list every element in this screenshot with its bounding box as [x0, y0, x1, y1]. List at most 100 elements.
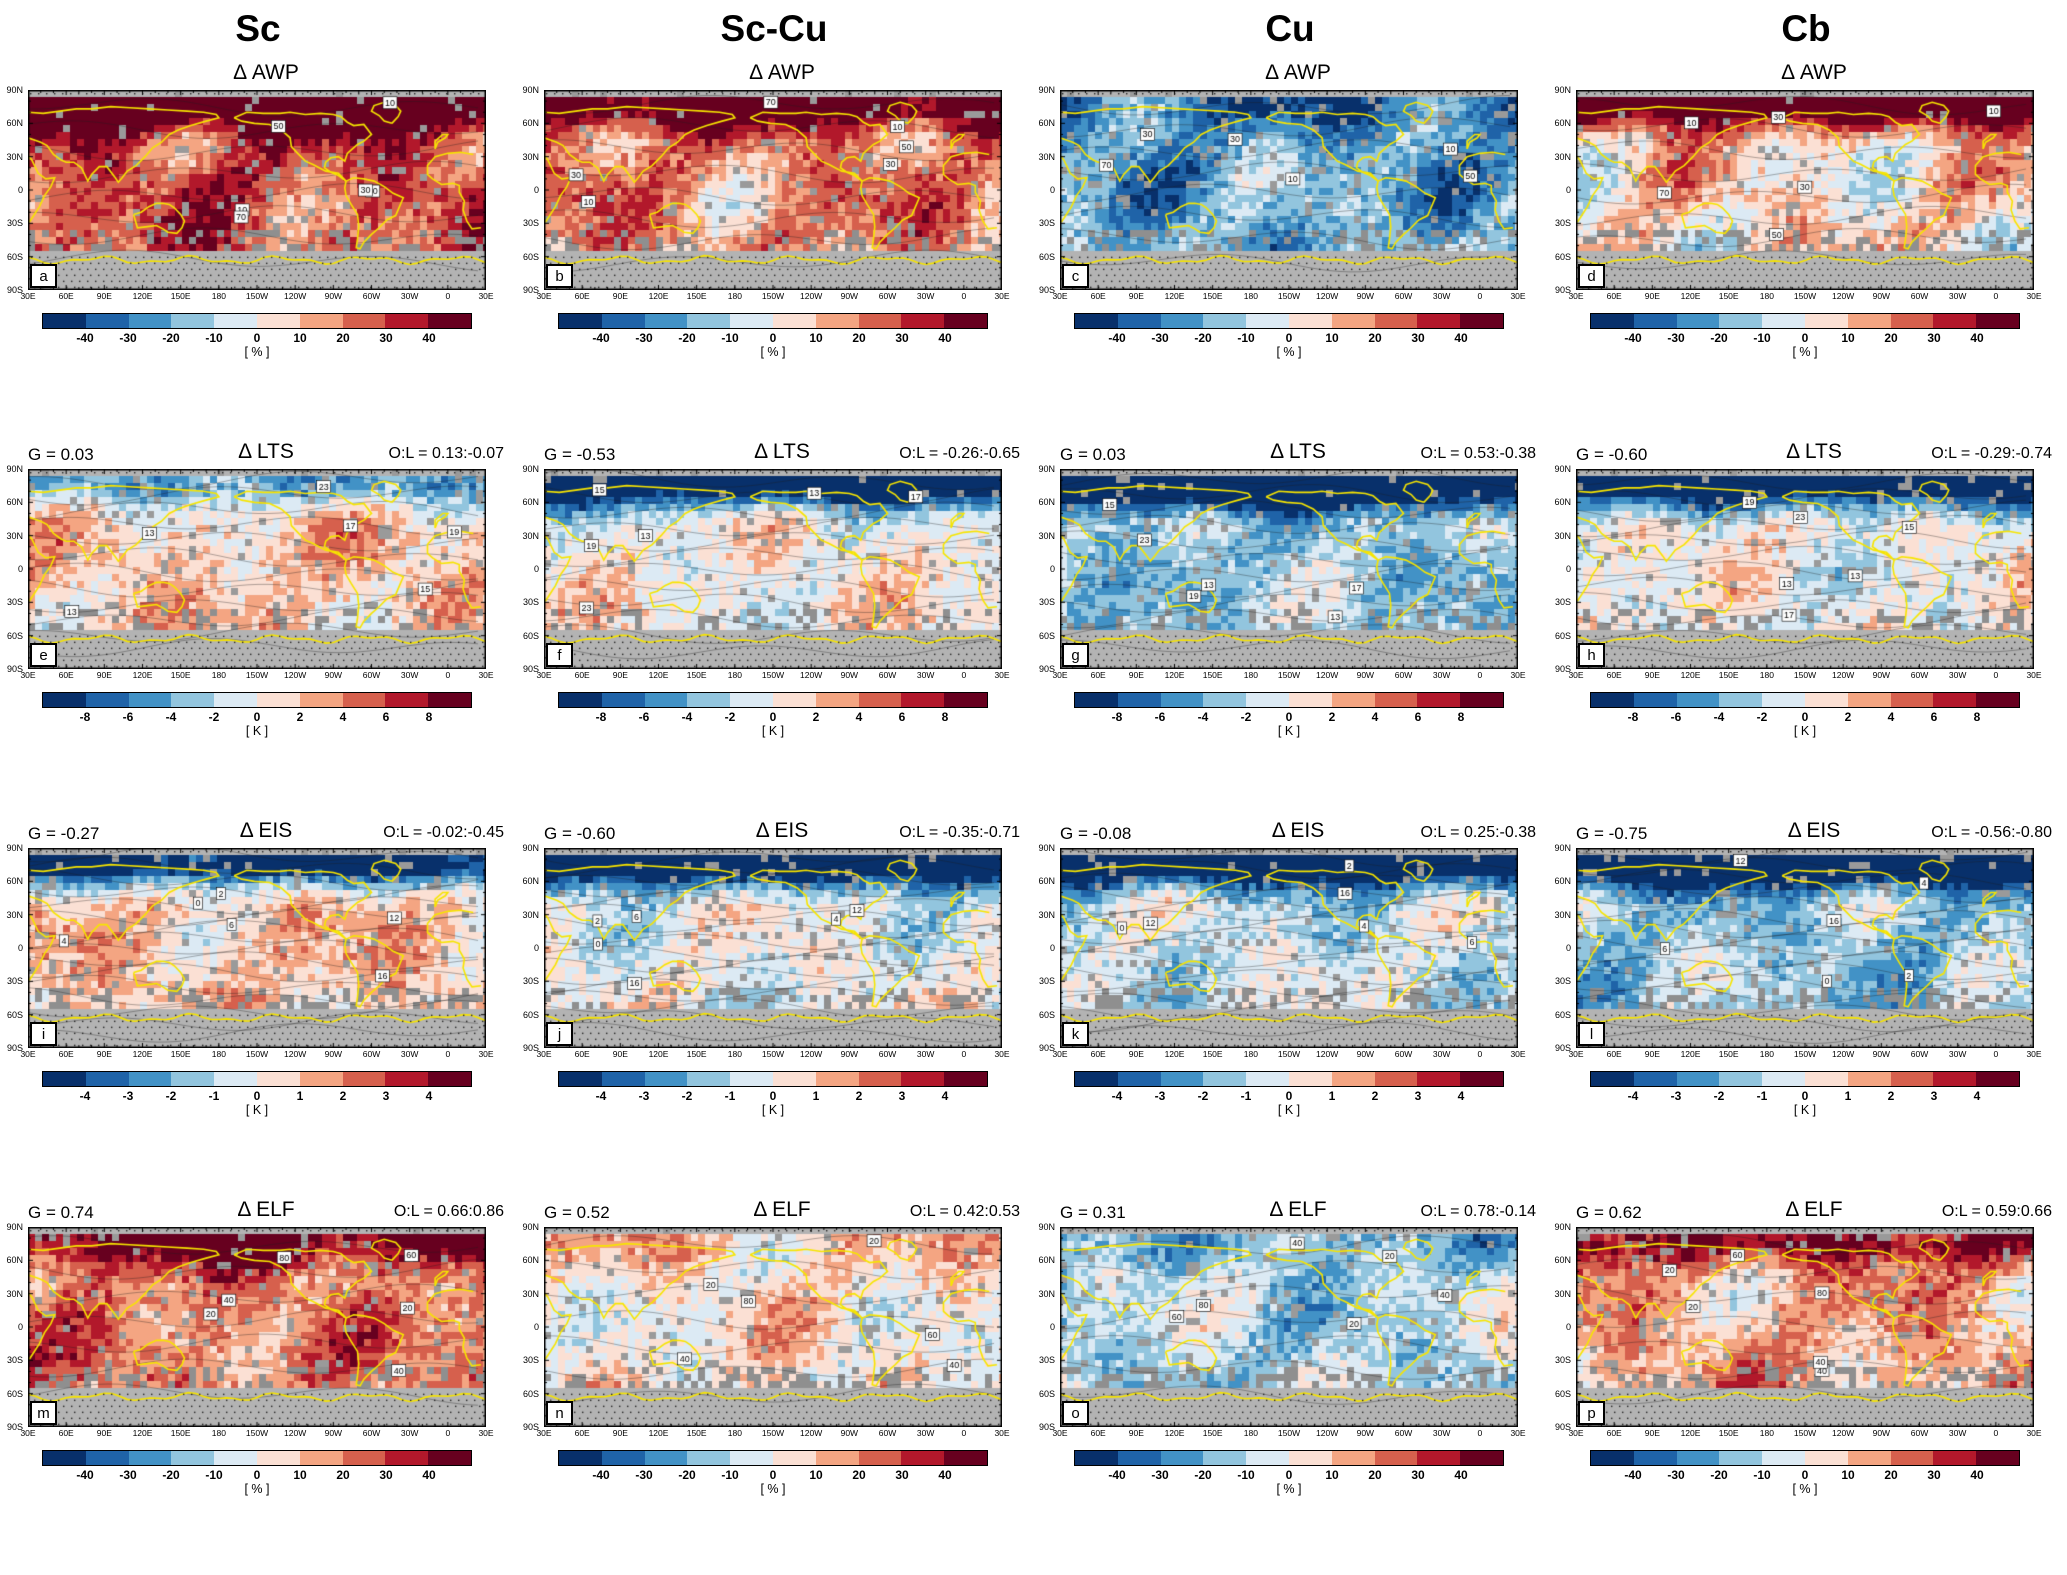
g-score-label: G = 0.74: [28, 1203, 94, 1222]
colorbar-tick-labels: -40 -30 -20 -10 0 10 20 30 40: [1590, 329, 2020, 345]
colorbar-segment: [1762, 1072, 1805, 1086]
lon-tick-label: 150W: [245, 1049, 269, 1059]
colorbar-segment: [428, 1451, 471, 1465]
lon-tick-label: 90E: [96, 1049, 112, 1059]
colorbar-segment: [342, 693, 386, 707]
lon-tick-label: 180: [211, 291, 226, 301]
lon-tick-label: 60E: [58, 1049, 74, 1059]
lon-tick-label: 30E: [478, 1428, 494, 1438]
colorbar-tick-label: 4: [1973, 1089, 1981, 1103]
lon-tick-label: 90E: [1128, 1428, 1144, 1438]
colorbar-tick-label: 0: [1285, 1089, 1293, 1103]
lon-tick-label: 120E: [648, 1049, 669, 1059]
panel-c: Δ AWP 90N 60N 30N 0 30S 60S 90S c 30E 60E 90E 120E 15…: [1032, 58, 1548, 437]
lat-axis-labels: 90N 60N 30N 0 30S 60S 90S: [0, 1222, 26, 1432]
colorbar-segment: [1203, 314, 1247, 328]
colorbar-tick-label: -40: [76, 1468, 94, 1482]
lon-tick-label: 30E: [2026, 670, 2042, 680]
lat-axis-labels: 90N 60N 30N 0 30S 60S 90S: [1548, 843, 1574, 1053]
panel-header-j: G = -0.60 Δ EIS O:L = -0.35:-0.71: [544, 816, 1020, 846]
colorbar-tick-label: -1: [208, 1089, 220, 1103]
ol-score-label: O:L = 0.25:-0.38: [1420, 824, 1536, 841]
lon-axis-labels: 30E 60E 90E 120E 150E 180 150W 120W 90W 60W 30W 0 30…: [1052, 290, 1525, 303]
lat-axis-labels: 90N 60N 30N 0 30S 60S 90S: [516, 1222, 542, 1432]
metric-title: Δ EIS: [1271, 819, 1325, 842]
colorbar-tick-label: 2: [812, 710, 820, 724]
colorbar-strip: [42, 692, 472, 708]
colorbar-strip: [1074, 1071, 1504, 1087]
metric-title: Δ EIS: [1787, 819, 1841, 842]
lat-tick-label: 60S: [1554, 630, 1571, 641]
colorbar-tick-label: 40: [422, 1468, 436, 1482]
lon-tick-label: 30E: [1568, 1049, 1584, 1059]
colorbar-tick-labels: -4 -3 -2 -1 0 1 2 3 4: [1590, 1087, 2020, 1103]
lon-tick-label: 60W: [1910, 291, 1929, 301]
metric-title: Δ AWP: [749, 61, 815, 84]
colorbar-tick-label: -6: [122, 710, 134, 724]
lon-axis-labels: 30E 60E 90E 120E 150E 180 150W 120W 90W 60W 30W 0 30…: [536, 1427, 1009, 1440]
lat-tick-label: 90N: [1554, 843, 1571, 853]
panel-d: Δ AWP 90N 60N 30N 0 30S 60S 90S d 30E 60E 90E 120E 15…: [1548, 58, 2064, 437]
colorbar-segment: [1719, 314, 1763, 328]
map-canvas-a: a: [28, 90, 486, 290]
lat-tick-label: 60S: [522, 630, 539, 641]
lon-tick-label: 150W: [761, 1049, 785, 1059]
lat-tick-label: 30N: [1038, 151, 1055, 162]
lon-tick-label: 150E: [686, 670, 707, 680]
colorbar-tick-label: -10: [1753, 331, 1771, 345]
map-area-h: 90N 60N 30N 0 30S 60S 90S h: [1554, 464, 2034, 674]
lon-tick-label: 60E: [1606, 670, 1622, 680]
colorbar-segment: [1804, 1451, 1848, 1465]
map-area-e: 90N 60N 30N 0 30S 60S 90S e: [6, 464, 486, 674]
colorbar-segment: [1933, 693, 1977, 707]
g-score-label: G = -0.60: [1576, 445, 1648, 464]
lon-tick-label: 180: [1759, 291, 1774, 301]
g-score-label: G = 0.52: [544, 1203, 610, 1222]
lon-tick-label: 0: [1993, 1049, 1999, 1059]
colorbar-segment: [1847, 314, 1891, 328]
panel-header-i: G = -0.27 Δ EIS O:L = -0.02:-0.45: [28, 816, 504, 846]
lon-tick-label: 90W: [1872, 291, 1891, 301]
colorbar-segment: [1591, 693, 1634, 707]
panel-letter: j: [546, 1022, 573, 1046]
lon-tick-label: 30E: [20, 291, 36, 301]
lon-tick-label: 120W: [800, 1428, 823, 1438]
lat-tick-label: 30S: [1554, 218, 1571, 229]
colorbar-segment: [1203, 693, 1247, 707]
colorbar-segment: [1246, 693, 1289, 707]
lat-tick-label: 90S: [522, 1422, 539, 1432]
colorbar-tick-label: 8: [1973, 710, 1981, 724]
panel-letter: l: [1578, 1022, 1605, 1046]
lon-tick-label: 180: [1759, 1428, 1774, 1438]
lon-tick-label: 150E: [1202, 670, 1223, 680]
map-canvas-m: m: [28, 1227, 486, 1427]
lon-tick-label: 120W: [1832, 670, 1855, 680]
lon-tick-label: 30W: [916, 1049, 935, 1059]
lon-tick-label: 60W: [1394, 1049, 1413, 1059]
panel-j: G = -0.60 Δ EIS O:L = -0.35:-0.71 90N 60N 30N…: [516, 816, 1032, 1195]
colorbar-tick-label: 0: [1801, 1468, 1809, 1482]
colorbar-segment: [944, 693, 987, 707]
colorbar-strip: [1590, 1071, 2020, 1087]
colorbar-segment: [1117, 314, 1161, 328]
lat-axis-labels: 90N 60N 30N 0 30S 60S 90S: [1032, 85, 1058, 295]
colorbar-segment: [1331, 693, 1375, 707]
lon-tick-label: 90W: [1872, 1428, 1891, 1438]
lon-tick-label: 30E: [1510, 291, 1526, 301]
lon-tick-label: 30E: [2026, 1428, 2042, 1438]
lat-tick-label: 30S: [6, 1355, 23, 1366]
colorbar-segment: [1762, 1451, 1805, 1465]
colorbar-segment: [1976, 314, 2019, 328]
colorbar-segment: [944, 1451, 987, 1465]
lon-tick-label: 120W: [284, 291, 307, 301]
lat-tick-label: 60S: [6, 1388, 23, 1399]
map-canvas-o: o: [1060, 1227, 1518, 1427]
colorbar-segment: [299, 1072, 343, 1086]
lon-tick-label: 180: [727, 1049, 742, 1059]
panel-header-k: G = -0.08 Δ EIS O:L = 0.25:-0.38: [1060, 816, 1536, 846]
lon-axis-labels: 30E 60E 90E 120E 150E 180 150W 120W 90W 60W 30W 0 30…: [536, 669, 1009, 682]
metric-title: Δ LTS: [1270, 440, 1326, 463]
lon-axis-labels: 30E 60E 90E 120E 150E 180 150W 120W 90W 60W 30W 0 30…: [1568, 290, 2041, 303]
colorbar-tick-label: -4: [681, 710, 693, 724]
lon-tick-label: 90W: [1356, 1428, 1375, 1438]
